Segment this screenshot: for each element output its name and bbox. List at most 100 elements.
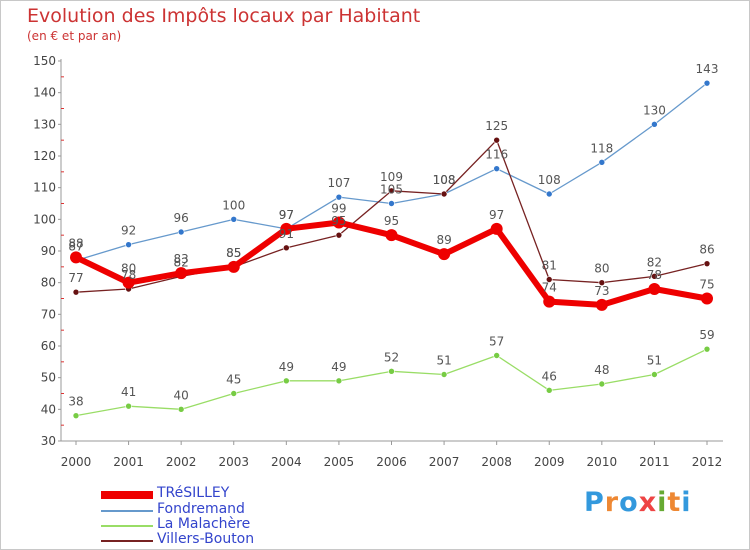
data-label-villers-bouton: 82: [647, 255, 662, 269]
data-label-la-malach-re: 59: [699, 328, 714, 342]
y-tick-label: 70: [41, 307, 56, 321]
data-point-villers-bouton: [545, 276, 553, 283]
x-tick-label: 2012: [692, 455, 723, 469]
data-label-tr-silley: 97: [489, 208, 504, 222]
data-label-fondremand: 107: [327, 176, 350, 190]
data-label-la-malach-re: 51: [647, 354, 662, 368]
data-point-la-malach-re: [177, 406, 185, 413]
data-point-tr-silley: [701, 292, 713, 305]
data-label-fondremand: 108: [538, 173, 561, 187]
data-label-fondremand: 105: [380, 183, 403, 197]
data-point-tr-silley: [648, 283, 661, 295]
data-point-fondremand: [125, 241, 132, 248]
data-label-fondremand: 96: [174, 211, 189, 225]
data-point-fondremand: [230, 216, 238, 223]
data-label-la-malach-re: 49: [331, 360, 346, 374]
x-tick-label: 2010: [587, 455, 618, 469]
data-label-villers-bouton: 80: [594, 262, 609, 276]
logo-letter: o: [619, 487, 639, 518]
x-tick-label: 2008: [481, 455, 512, 469]
legend-swatch-la-malachere: [101, 525, 153, 527]
legend-label-la-malachere: La Malachère: [157, 516, 251, 532]
data-label-fondremand: 130: [643, 103, 666, 117]
x-tick-label: 2006: [376, 455, 407, 469]
data-label-villers-bouton: 91: [279, 227, 294, 241]
x-tick-label: 2005: [324, 455, 355, 469]
data-point-villers-bouton: [703, 260, 711, 267]
y-tick-label: 110: [33, 181, 56, 195]
data-point-fondremand: [493, 165, 500, 172]
legend-swatch-villers-bouton: [101, 540, 153, 542]
data-point-tr-silley: [438, 248, 451, 261]
x-tick-label: 2001: [113, 455, 144, 469]
logo-letter: t: [667, 487, 682, 518]
data-point-la-malach-re: [125, 402, 132, 410]
legend-swatch-fondremand: [101, 510, 153, 512]
data-label-la-malach-re: 49: [279, 360, 294, 374]
data-point-la-malach-re: [230, 390, 238, 397]
data-label-villers-bouton: 77: [68, 271, 83, 285]
data-point-fondremand: [651, 121, 658, 128]
y-tick-label: 90: [41, 244, 56, 258]
x-tick-label: 2003: [218, 455, 249, 469]
data-point-tr-silley: [227, 260, 240, 273]
data-label-la-malach-re: 48: [594, 363, 609, 377]
legend-label-fondremand: Fondremand: [157, 501, 245, 517]
y-tick-label: 80: [41, 276, 56, 290]
data-point-la-malach-re: [72, 412, 80, 419]
chart-subtitle: (en € et par an): [27, 29, 122, 43]
data-point-fondremand: [177, 228, 185, 236]
data-point-villers-bouton: [335, 231, 343, 239]
proxiti-logo: Proxiti: [584, 487, 692, 518]
y-tick-label: 130: [33, 117, 56, 131]
data-label-villers-bouton: 85: [226, 246, 241, 260]
data-label-la-malach-re: 40: [174, 388, 189, 402]
y-tick-label: 120: [33, 149, 56, 163]
x-tick-label: 2002: [166, 455, 197, 469]
data-point-tr-silley: [122, 276, 135, 289]
x-tick-label: 2000: [61, 455, 92, 469]
data-label-villers-bouton: 95: [331, 214, 346, 228]
data-point-la-malach-re: [545, 387, 553, 394]
data-label-la-malach-re: 38: [68, 395, 83, 409]
logo-letter: i: [681, 487, 692, 518]
data-point-fondremand: [598, 159, 606, 166]
data-point-la-malach-re: [703, 345, 711, 353]
data-label-fondremand: 118: [590, 141, 613, 155]
chart-title: Evolution des Impôts locaux par Habitant: [27, 5, 421, 27]
data-point-la-malach-re: [283, 377, 290, 385]
x-tick-label: 2011: [639, 455, 670, 469]
data-point-tr-silley: [385, 229, 398, 242]
data-label-villers-bouton: 86: [699, 243, 714, 257]
logo-letter: P: [584, 487, 605, 518]
data-point-tr-silley: [175, 267, 188, 280]
y-tick-label: 150: [33, 54, 56, 68]
data-label-fondremand: 143: [696, 62, 719, 76]
data-point-villers-bouton: [72, 288, 80, 296]
data-label-tr-silley: 73: [594, 284, 609, 298]
data-point-la-malach-re: [598, 380, 606, 388]
data-label-tr-silley: 95: [384, 214, 399, 228]
x-tick-label: 2009: [534, 455, 565, 469]
data-label-fondremand: 97: [279, 208, 294, 222]
logo-letter: i: [657, 487, 668, 518]
data-point-villers-bouton: [598, 279, 606, 286]
data-label-tr-silley: 78: [647, 268, 662, 282]
data-label-tr-silley: 80: [121, 262, 136, 276]
data-label-villers-bouton: 82: [174, 255, 189, 269]
data-point-tr-silley: [332, 216, 345, 229]
data-label-fondremand: 87: [68, 240, 83, 254]
y-tick-label: 40: [41, 402, 56, 416]
data-point-fondremand: [703, 79, 711, 87]
logo-letter: x: [638, 487, 658, 518]
data-label-tr-silley: 99: [331, 202, 346, 216]
legend-label-tresilley: TRéSILLEY: [157, 485, 230, 501]
legend-swatch-tresilley: [101, 491, 153, 499]
data-label-villers-bouton: 108: [433, 173, 456, 187]
data-point-fondremand: [335, 193, 343, 201]
data-label-tr-silley: 74: [542, 281, 557, 295]
data-label-tr-silley: 75: [699, 278, 714, 292]
y-tick-label: 30: [41, 434, 56, 448]
